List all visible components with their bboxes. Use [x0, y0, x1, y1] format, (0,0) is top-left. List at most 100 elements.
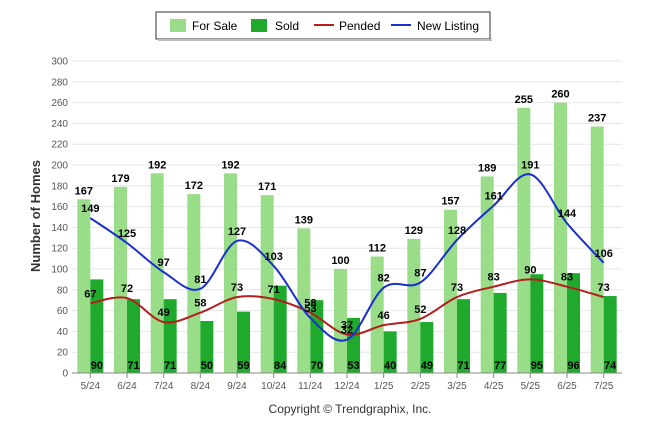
label-new-listing: 53 [304, 303, 316, 315]
label-for-sale: 237 [588, 113, 606, 125]
y-tick-label: 280 [51, 77, 68, 88]
x-tick-label: 12/24 [334, 381, 359, 392]
label-pended: 52 [414, 304, 426, 316]
y-tick-label: 100 [51, 265, 68, 276]
y-tick-label: 200 [51, 161, 68, 172]
label-pended: 73 [451, 282, 463, 294]
bar-for-sale [407, 238, 421, 373]
legend-box-shadow [158, 39, 492, 41]
x-tick-label: 6/25 [557, 381, 577, 392]
bar-for-sale [370, 256, 384, 373]
bar-sold [493, 292, 507, 373]
label-for-sale: 192 [148, 159, 166, 171]
label-pended: 46 [378, 310, 390, 322]
bar-sold [567, 273, 580, 373]
label-pended: 83 [561, 272, 573, 284]
label-sold: 40 [384, 360, 396, 372]
bar-for-sale [554, 102, 567, 373]
legend-swatch-for-sale [170, 19, 186, 32]
label-for-sale: 255 [515, 94, 533, 106]
x-tick-label: 2/25 [411, 381, 431, 392]
x-tick-label: 3/25 [447, 381, 467, 392]
bar-sold [200, 321, 214, 373]
label-sold: 53 [347, 360, 359, 372]
bar-for-sale [114, 186, 127, 373]
label-for-sale: 171 [258, 181, 276, 193]
y-tick-label: 240 [51, 119, 68, 130]
legend-swatch-sold [251, 19, 267, 32]
bar-for-sale [260, 195, 274, 373]
x-tick-label: 5/24 [81, 381, 101, 392]
bar-sold [383, 331, 397, 373]
y-tick-label: 120 [51, 244, 68, 255]
label-sold: 59 [237, 360, 249, 372]
label-pended: 73 [598, 282, 610, 294]
label-for-sale: 129 [405, 225, 423, 237]
label-new-listing: 127 [228, 226, 246, 238]
label-pended: 67 [84, 288, 96, 300]
copyright: Copyright © Trendgraphix, Inc. [269, 402, 432, 416]
label-new-listing: 125 [118, 228, 136, 240]
bar-for-sale [297, 228, 311, 373]
label-for-sale: 192 [221, 159, 239, 171]
bar-for-sale [590, 126, 604, 374]
label-pended: 49 [158, 307, 170, 319]
bar-sold [603, 296, 617, 373]
y-axis-title: Number of Homes [28, 160, 43, 272]
legend-label-new-listing: New Listing [417, 19, 479, 33]
label-sold: 71 [457, 360, 469, 372]
label-new-listing: 144 [558, 208, 577, 220]
x-tick-label: 4/25 [484, 381, 504, 392]
bar-for-sale [334, 269, 347, 373]
label-sold: 70 [311, 360, 323, 372]
label-sold: 96 [567, 360, 579, 372]
x-tick-label: 7/24 [154, 381, 174, 392]
label-for-sale: 179 [111, 173, 129, 185]
label-for-sale: 157 [441, 196, 459, 208]
axes: 0 20 40 60 80 100 120 140 160 180 200 220 240 260 280 3… [51, 57, 622, 392]
label-for-sale: 189 [478, 162, 496, 174]
x-tick-label: 11/24 [298, 381, 323, 392]
label-new-listing: 103 [264, 251, 282, 263]
label-pended: 71 [268, 284, 280, 296]
bar-sold [163, 299, 177, 373]
bar-for-sale [150, 173, 164, 373]
label-new-listing: 87 [414, 268, 426, 280]
bar-for-sale [480, 176, 494, 373]
label-for-sale: 260 [551, 89, 569, 101]
bar-for-sale [224, 173, 237, 373]
y-tick-label: 40 [57, 327, 69, 338]
label-sold: 95 [531, 360, 543, 372]
label-sold: 49 [421, 360, 433, 372]
y-tick-label: 260 [51, 98, 68, 109]
y-tick-label: 20 [57, 348, 69, 359]
label-new-listing: 81 [194, 274, 206, 286]
legend: For Sale Sold Pended New Listing [155, 11, 492, 41]
label-new-listing: 106 [594, 248, 612, 260]
label-sold: 84 [274, 360, 287, 372]
label-pended: 37 [341, 320, 353, 332]
x-tick-label: 5/25 [521, 381, 541, 392]
label-new-listing: 149 [81, 203, 99, 215]
label-new-listing: 161 [484, 191, 502, 203]
bar-for-sale [77, 199, 91, 373]
label-for-sale: 139 [295, 214, 313, 226]
bar-sold [237, 311, 250, 373]
bar-sold [530, 274, 544, 373]
label-for-sale: 172 [185, 180, 203, 192]
lines [89, 173, 605, 342]
y-tick-label: 140 [51, 223, 68, 234]
label-pended: 58 [304, 298, 316, 310]
bar-sold [457, 299, 470, 373]
label-pended: 73 [231, 282, 243, 294]
label-pended: 83 [488, 272, 500, 284]
y-tick-label: 220 [51, 140, 68, 151]
label-sold: 50 [201, 360, 213, 372]
legend-label-pended: Pended [339, 19, 380, 33]
x-tick-label: 10/24 [261, 381, 286, 392]
bar-sold [420, 322, 434, 373]
x-tick-label: 1/25 [374, 381, 394, 392]
data-labels: 167 90 179 71 192 71 172 50 192 59 171 84 139 70 100 53… [75, 89, 618, 372]
label-new-listing: 128 [448, 225, 466, 237]
